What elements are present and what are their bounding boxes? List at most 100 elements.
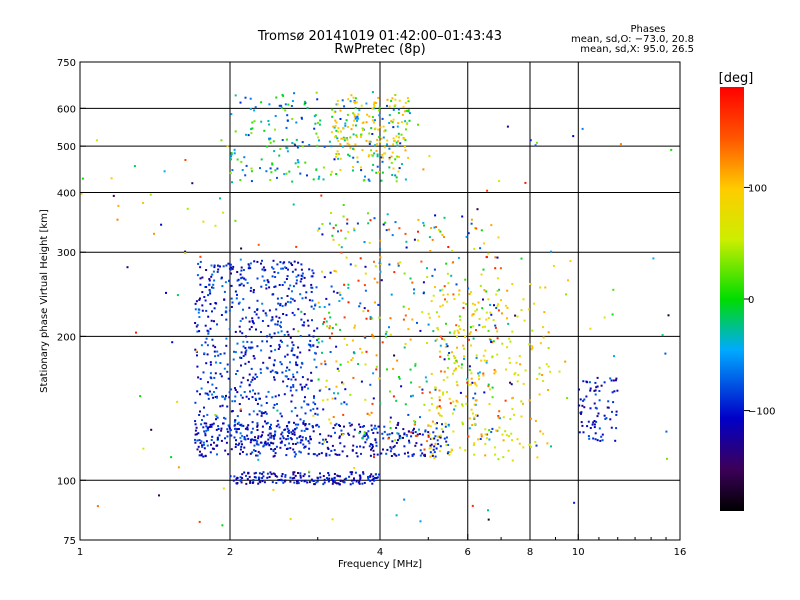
echo-point (236, 482, 239, 484)
echo-point (234, 423, 237, 426)
echo-point (600, 384, 603, 387)
x-tick-label: 2 (227, 547, 233, 558)
echo-point (495, 307, 498, 309)
echo-point (208, 278, 211, 280)
echo-point (431, 454, 434, 457)
echo-point (206, 329, 209, 332)
echo-point (226, 405, 229, 408)
echo-point (408, 439, 410, 442)
echo-point (271, 318, 274, 321)
echo-point (468, 427, 471, 430)
echo-point (482, 268, 485, 271)
y-tick-label: 200 (57, 332, 76, 343)
echo-point (386, 433, 389, 436)
echo-point (340, 429, 343, 432)
echo-point (436, 338, 439, 341)
echo-point (389, 420, 392, 423)
echo-point (283, 261, 286, 264)
echo-point (205, 440, 208, 443)
echo-point (435, 427, 438, 430)
echo-point (201, 291, 204, 294)
echo-point (239, 179, 242, 181)
echo-point (442, 379, 445, 382)
echo-point (307, 324, 310, 327)
echo-point (619, 143, 622, 146)
echo-point (213, 376, 216, 379)
echo-point (454, 404, 457, 407)
echo-point (381, 160, 384, 163)
echo-point (363, 425, 365, 427)
echo-point (336, 150, 339, 153)
echo-point (434, 443, 437, 446)
echo-point (226, 430, 229, 433)
echo-point (234, 351, 237, 354)
echo-point (371, 91, 374, 94)
echo-point (324, 438, 327, 441)
echo-point (217, 268, 220, 271)
echo-point (531, 329, 534, 332)
echo-point (344, 122, 347, 125)
echo-point (256, 260, 259, 263)
echo-point (379, 270, 382, 273)
echo-point (170, 456, 173, 459)
echo-point (212, 344, 215, 347)
echo-point (234, 219, 237, 222)
echo-point (389, 427, 392, 429)
echo-point (509, 418, 512, 421)
echo-point (388, 147, 391, 150)
echo-point (288, 261, 291, 264)
echo-point (593, 426, 596, 429)
echo-point (310, 379, 313, 382)
echo-point (424, 429, 427, 432)
echo-point (235, 478, 238, 481)
echo-point (249, 480, 252, 483)
echo-point (223, 298, 226, 301)
echo-point (355, 480, 358, 483)
echo-point (197, 311, 200, 314)
echo-point (426, 276, 429, 278)
echo-point (280, 478, 283, 481)
echo-point (244, 362, 247, 365)
echo-point (497, 309, 500, 312)
echo-point (494, 453, 497, 456)
echo-point (595, 420, 598, 423)
echo-point (204, 392, 207, 395)
echo-point (281, 431, 284, 434)
echo-point (249, 108, 252, 110)
echo-point (296, 480, 299, 483)
echo-point (538, 372, 541, 375)
echo-point (487, 518, 490, 521)
echo-point (288, 442, 291, 445)
echo-point (493, 368, 496, 371)
echo-point (491, 386, 494, 389)
echo-point (615, 427, 618, 430)
echo-point (339, 143, 342, 146)
echo-point (448, 352, 451, 354)
echo-point (212, 447, 215, 450)
echo-point (332, 427, 335, 429)
echo-point (300, 268, 303, 271)
echo-point (282, 313, 285, 315)
echo-point (234, 389, 237, 391)
echo-point (215, 415, 218, 418)
echo-point (388, 156, 391, 159)
echo-point (430, 397, 433, 400)
echo-point (315, 286, 318, 289)
echo-point (272, 488, 275, 491)
echo-point (431, 403, 433, 406)
echo-point (308, 470, 311, 473)
echo-point (416, 434, 419, 437)
echo-point (386, 213, 389, 216)
echo-point (593, 402, 596, 405)
echo-point (434, 388, 437, 391)
echo-point (462, 344, 465, 347)
echo-point (256, 277, 259, 280)
echo-point (515, 361, 518, 364)
echo-point (331, 108, 334, 111)
echo-point (250, 286, 253, 289)
echo-point (321, 223, 324, 225)
echo-point (254, 397, 257, 400)
echo-point (393, 453, 396, 456)
echo-point (238, 442, 241, 445)
echo-point (412, 432, 415, 435)
